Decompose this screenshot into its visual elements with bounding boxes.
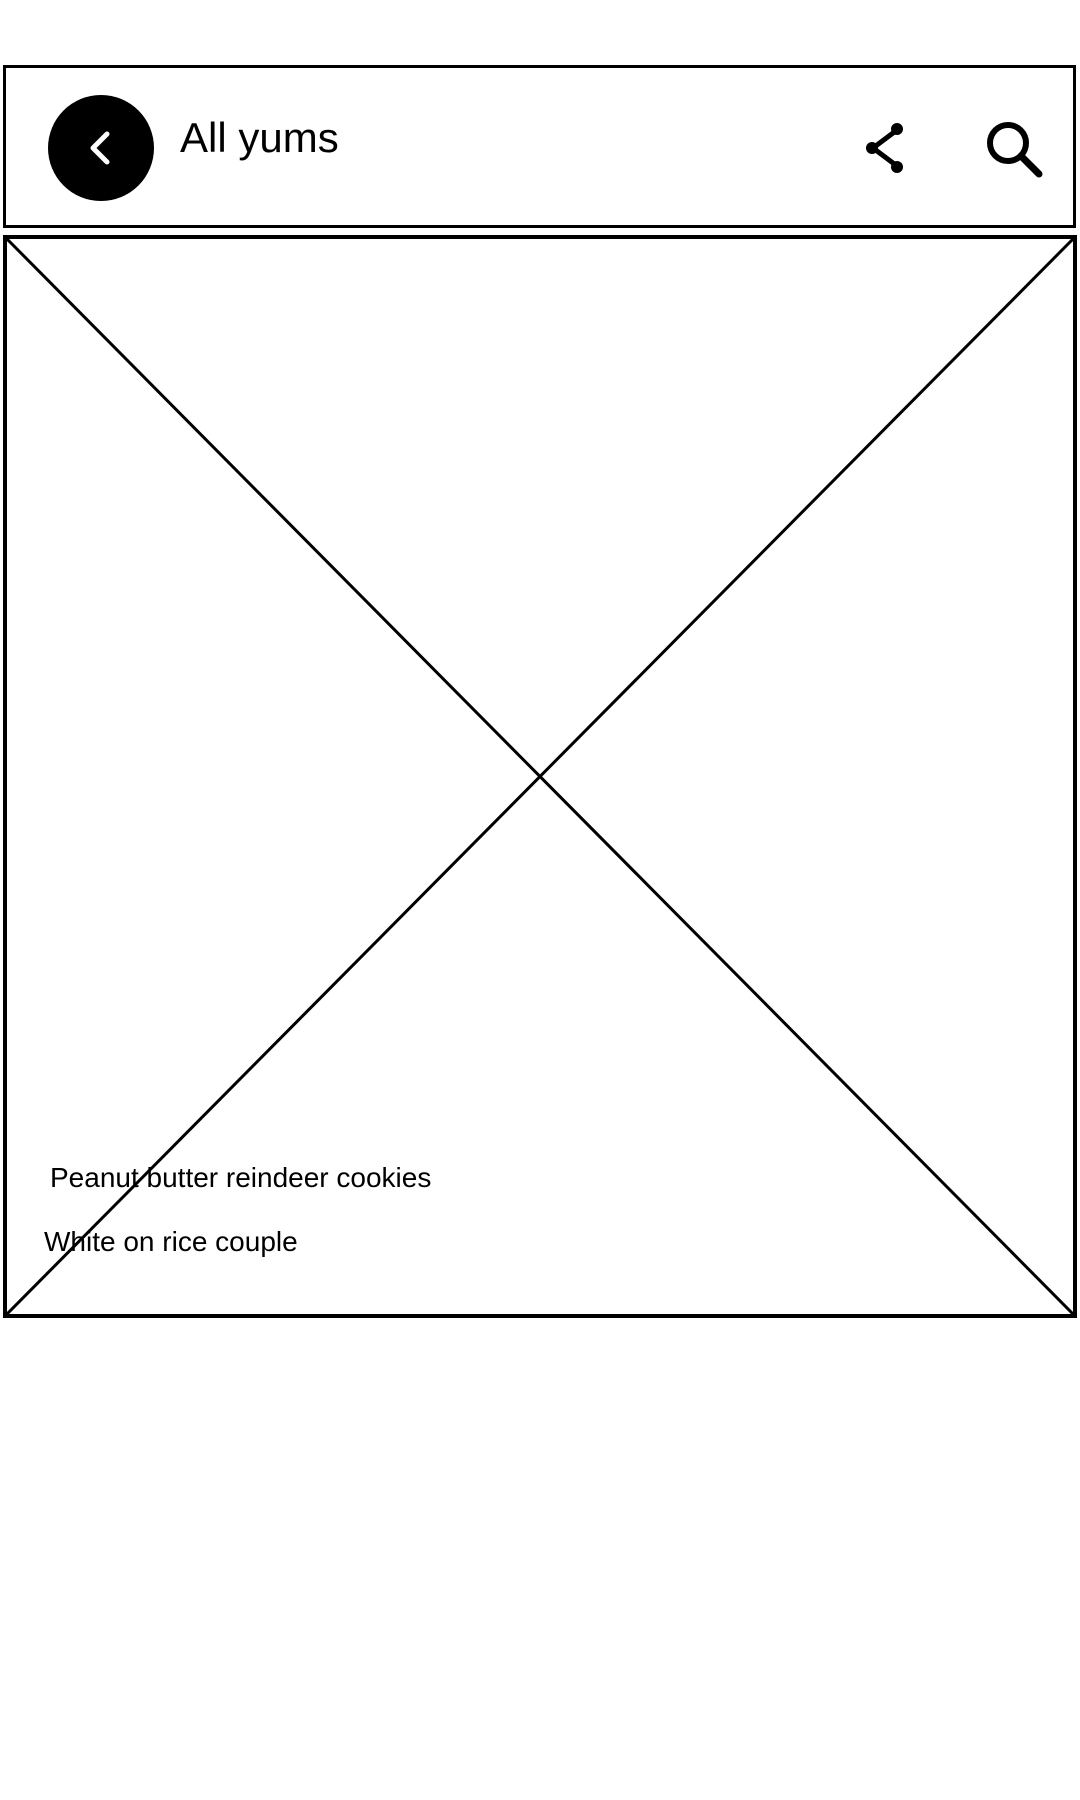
- image-placeholder: [7, 239, 1073, 1314]
- share-button[interactable]: [857, 120, 913, 176]
- search-icon: [987, 122, 1043, 178]
- chevron-left-icon: [90, 131, 110, 165]
- search-button[interactable]: [983, 118, 1045, 180]
- recipe-hero-card[interactable]: Peanut butter reindeer cookies White on …: [3, 235, 1077, 1318]
- back-button[interactable]: [48, 95, 154, 201]
- recipe-author: White on rice couple: [44, 1226, 298, 1257]
- share-icon: [866, 123, 903, 173]
- page-title: All yums: [180, 114, 339, 161]
- app-header: All yums: [3, 65, 1076, 228]
- recipe-title: Peanut butter reindeer cookies: [50, 1162, 432, 1193]
